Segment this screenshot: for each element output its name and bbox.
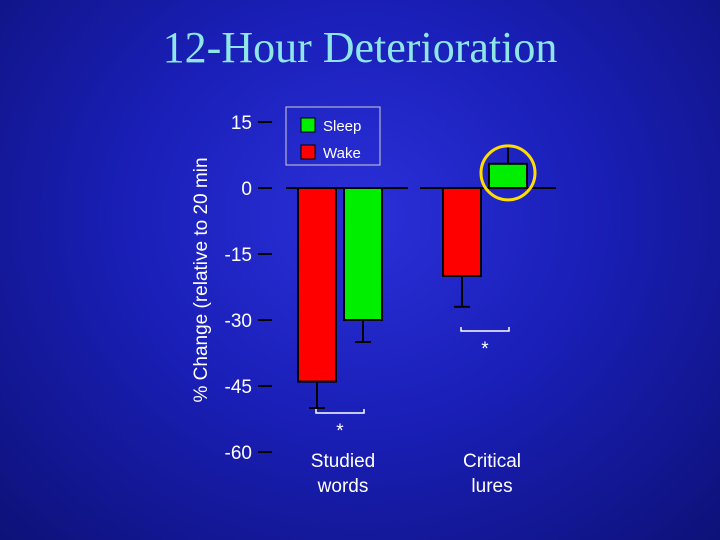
significance-marker: * — [481, 339, 489, 360]
significance-marker: * — [336, 421, 344, 442]
y-tick-label: 0 — [241, 179, 252, 200]
legend-swatch-sleep — [300, 117, 316, 133]
significance-bracket — [315, 409, 365, 414]
bar-wake — [442, 187, 482, 277]
highlight-circle — [479, 144, 537, 202]
legend-label-wake: Wake — [323, 145, 361, 162]
y-tick-label: -60 — [225, 443, 252, 464]
legend-label-sleep: Sleep — [323, 118, 361, 135]
legend-swatch-wake — [300, 144, 316, 160]
chart-title: 12-Hour Deterioration — [162, 23, 558, 72]
bar-sleep — [488, 162, 528, 190]
y-tick-label: 15 — [231, 113, 252, 134]
bar-sleep — [343, 187, 383, 321]
category-label: Studied — [311, 451, 375, 472]
y-tick-label: -45 — [225, 377, 252, 398]
y-tick-label: -15 — [225, 245, 252, 266]
category-label: words — [317, 476, 369, 497]
category-label: lures — [471, 476, 512, 497]
category-label: Critical — [463, 451, 521, 472]
significance-bracket — [460, 327, 510, 332]
bar-wake — [297, 187, 337, 383]
legend-box — [285, 106, 381, 166]
y-tick-label: -30 — [225, 311, 252, 332]
